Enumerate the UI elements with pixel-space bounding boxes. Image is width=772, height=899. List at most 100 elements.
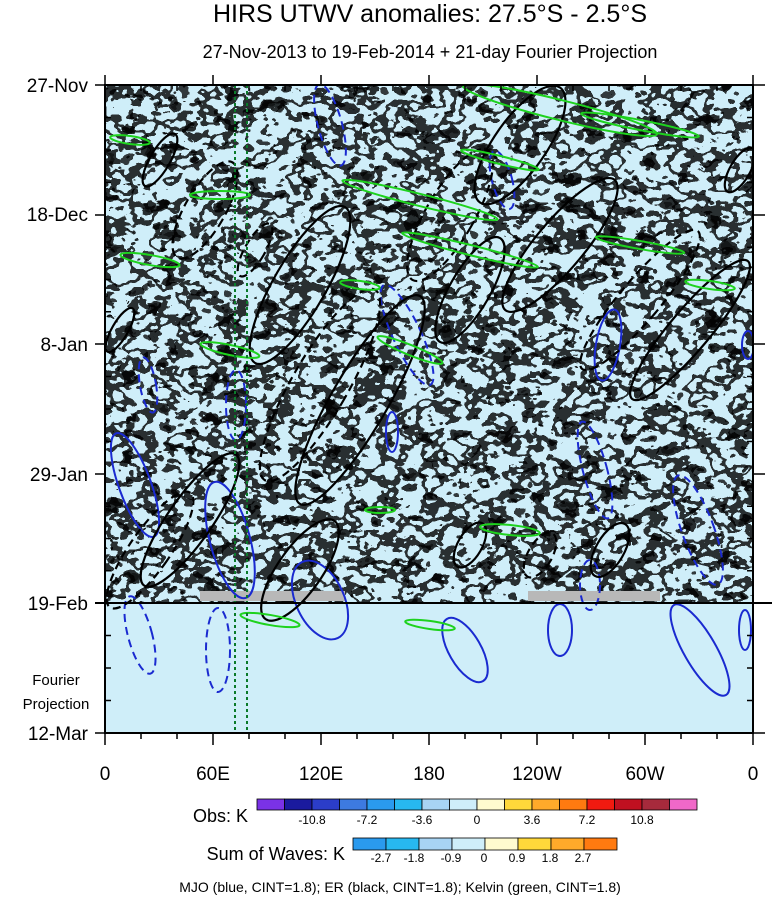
- er-contour: [579, 228, 701, 372]
- kelvin-contour: [684, 278, 736, 292]
- obs-colorbar-tick: 0: [474, 813, 481, 827]
- axis-ticks: [95, 75, 765, 745]
- colorbar-swatch: [669, 798, 698, 811]
- mjo-contour: [576, 420, 614, 520]
- mjo-contour: [738, 609, 752, 651]
- colorbar-swatch: [451, 837, 486, 851]
- colorbar-swatch: [385, 837, 420, 851]
- colorbar-swatch: [559, 798, 588, 811]
- colorbar-swatch: [504, 798, 533, 811]
- obs-colorbar-tick: 7.2: [579, 813, 596, 827]
- mjo-contour: [579, 559, 601, 611]
- y-axis-labels: 27-Nov 18-Dec 8-Jan 29-Jan 19-Feb 12-Mar: [27, 76, 89, 745]
- mjo-contour: [441, 616, 489, 684]
- y-tick-label: 19-Feb: [28, 594, 88, 615]
- mjo-contour: [205, 607, 231, 693]
- colorbar-swatch: [418, 837, 453, 851]
- er-contour: [236, 222, 274, 278]
- kelvin-contour: [199, 341, 261, 359]
- footnote: MJO (blue, CINT=1.8); ER (black, CINT=1.…: [179, 879, 621, 895]
- x-tick-label: 0: [100, 764, 111, 785]
- colorbar-swatch: [311, 798, 340, 811]
- er-contour: [105, 490, 195, 610]
- colorbar-swatch: [614, 798, 643, 811]
- sum-colorbar-label: Sum of Waves: K: [207, 844, 345, 864]
- obs-colorbar: [256, 798, 698, 811]
- sum-colorbar-tick: 1.8: [542, 851, 559, 865]
- mjo-contour: [379, 283, 435, 387]
- projection-label-line2: Projection: [23, 696, 90, 713]
- colorbar-swatch: [484, 837, 519, 851]
- sum-colorbar-tick: 2.7: [575, 851, 592, 865]
- er-contour: [248, 204, 352, 366]
- chart-subtitle: 27-Nov-2013 to 19-Feb-2014 + 21-day Four…: [203, 42, 658, 62]
- colorbar-swatch: [256, 798, 285, 811]
- mjo-contour: [204, 480, 256, 600]
- kelvin-contour: [239, 611, 301, 629]
- chart-title: HIRS UTWV anomalies: 27.5°S - 2.5°S: [213, 0, 647, 28]
- x-tick-label: 120W: [512, 764, 562, 785]
- x-tick-label: 60W: [625, 764, 664, 785]
- kelvin-contour: [364, 506, 396, 514]
- kelvin-contour: [460, 148, 540, 172]
- colorbar-swatch: [394, 798, 423, 811]
- colorbar-swatch: [531, 798, 560, 811]
- wave-contours: [105, 85, 753, 697]
- sum-colorbar-tick: -0.9: [441, 851, 462, 865]
- er-contour: [141, 132, 179, 188]
- colorbar-swatch: [339, 798, 368, 811]
- kelvin-contour: [376, 335, 444, 365]
- colorbar-swatch: [641, 798, 670, 811]
- mjo-contour: [741, 330, 753, 360]
- er-contour: [434, 235, 506, 345]
- sum-colorbar: [352, 837, 618, 851]
- kelvin-contour: [339, 279, 381, 291]
- er-contour: [294, 294, 426, 506]
- kelvin-contour: [189, 190, 251, 200]
- sum-colorbar-tick: 0: [481, 851, 488, 865]
- colorbar-swatch: [366, 798, 395, 811]
- sum-colorbar-tick: 0.9: [509, 851, 526, 865]
- obs-colorbar-label: Obs: K: [193, 806, 248, 826]
- x-tick-label: 60E: [196, 764, 230, 785]
- colorbar-swatch: [284, 798, 313, 811]
- colorbar-swatch: [449, 798, 478, 811]
- projection-label-line1: Fourier: [32, 672, 80, 689]
- colorbar-swatch: [517, 837, 552, 851]
- mjo-contour: [488, 149, 516, 211]
- colorbar-swatch: [476, 798, 505, 811]
- sum-colorbar-tick: -1.8: [404, 851, 425, 865]
- er-contour: [452, 521, 488, 569]
- er-contour: [522, 531, 558, 579]
- missing-data-bar: [200, 591, 345, 601]
- er-contour: [260, 518, 340, 622]
- x-tick-label: 120E: [299, 764, 343, 785]
- mjo-contour: [385, 411, 399, 453]
- sum-colorbar-tick: -2.7: [371, 851, 392, 865]
- colorbar-swatch: [421, 798, 450, 811]
- mjo-contour: [669, 603, 731, 697]
- mjo-contour: [290, 559, 350, 641]
- kelvin-contour: [401, 231, 539, 269]
- obs-colorbar-tick: 10.8: [630, 813, 654, 827]
- er-contour: [629, 258, 751, 402]
- kelvin-contour: [594, 235, 686, 255]
- obs-colorbar-tick: -10.8: [298, 813, 326, 827]
- mjo-contour: [593, 308, 623, 382]
- colorbar-swatch: [352, 837, 387, 851]
- obs-colorbar-tick: -3.6: [412, 813, 433, 827]
- mjo-contour: [313, 85, 347, 167]
- sum-colorbar-ticks: -2.7 -1.8 -0.9 0 0.9 1.8 2.7: [371, 851, 592, 865]
- obs-colorbar-tick: -7.2: [357, 813, 378, 827]
- kelvin-contour: [109, 134, 151, 146]
- kelvin-contour: [119, 251, 181, 269]
- colorbar-swatch: [583, 837, 618, 851]
- anomaly-field: [105, 85, 753, 733]
- kelvin-contour: [404, 618, 456, 632]
- y-tick-label: 27-Nov: [27, 76, 89, 97]
- er-contour: [139, 452, 241, 588]
- missing-data-bar: [528, 591, 660, 601]
- er-contour: [171, 160, 239, 260]
- obs-colorbar-tick: 3.6: [524, 813, 541, 827]
- er-contour: [473, 85, 567, 206]
